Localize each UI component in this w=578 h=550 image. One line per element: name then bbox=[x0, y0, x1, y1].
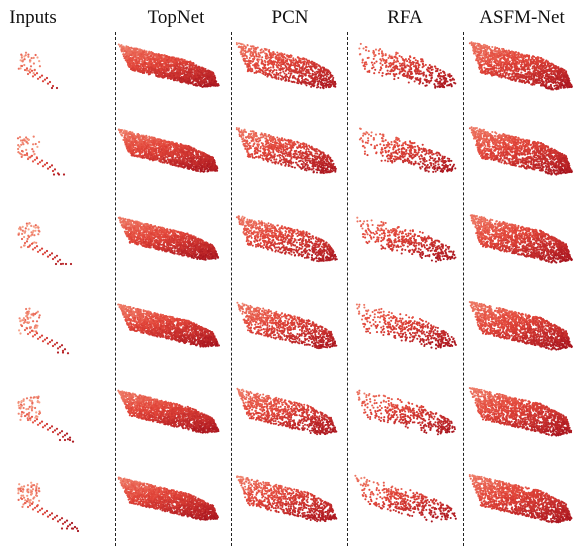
point-cloud-asfm-net-row-6 bbox=[469, 474, 573, 523]
point-cloud-pcn-row-5 bbox=[236, 388, 337, 436]
point-cloud-inputs-row-2 bbox=[17, 136, 65, 176]
point-cloud-rfa-row-1 bbox=[358, 43, 456, 89]
point-cloud-topnet-row-6 bbox=[118, 476, 219, 520]
point-cloud-topnet-row-1 bbox=[118, 43, 220, 87]
point-cloud-pcn-row-1 bbox=[236, 42, 337, 89]
point-cloud-asfm-net-row-5 bbox=[469, 387, 572, 437]
point-cloud-asfm-net-row-4 bbox=[469, 301, 573, 351]
point-cloud-asfm-net-row-2 bbox=[469, 126, 573, 175]
point-cloud-rfa-row-3 bbox=[356, 217, 456, 263]
point-cloud-rfa-row-2 bbox=[359, 127, 457, 173]
point-cloud-pcn-row-4 bbox=[236, 302, 337, 349]
point-cloud-topnet-row-3 bbox=[118, 216, 219, 260]
point-cloud-topnet-row-2 bbox=[118, 128, 219, 172]
point-cloud-pcn-row-6 bbox=[236, 475, 337, 522]
point-cloud-topnet-row-5 bbox=[117, 390, 219, 434]
point-cloud-asfm-net-row-3 bbox=[470, 214, 573, 263]
point-cloud-inputs-row-3 bbox=[18, 222, 73, 265]
point-cloud-inputs-row-1 bbox=[18, 52, 58, 89]
point-cloud-asfm-net-row-1 bbox=[469, 41, 573, 90]
point-cloud-pcn-row-3 bbox=[236, 215, 338, 262]
point-cloud-pcn-row-2 bbox=[236, 127, 337, 174]
point-cloud-inputs-row-6 bbox=[17, 482, 79, 533]
point-cloud-inputs-row-4 bbox=[18, 308, 69, 355]
point-cloud-rfa-row-5 bbox=[356, 390, 456, 436]
point-cloud-topnet-row-4 bbox=[117, 304, 220, 348]
point-cloud-inputs-row-5 bbox=[17, 396, 74, 443]
point-cloud-rfa-row-6 bbox=[354, 475, 457, 523]
point-cloud-rfa-row-4 bbox=[356, 303, 457, 349]
